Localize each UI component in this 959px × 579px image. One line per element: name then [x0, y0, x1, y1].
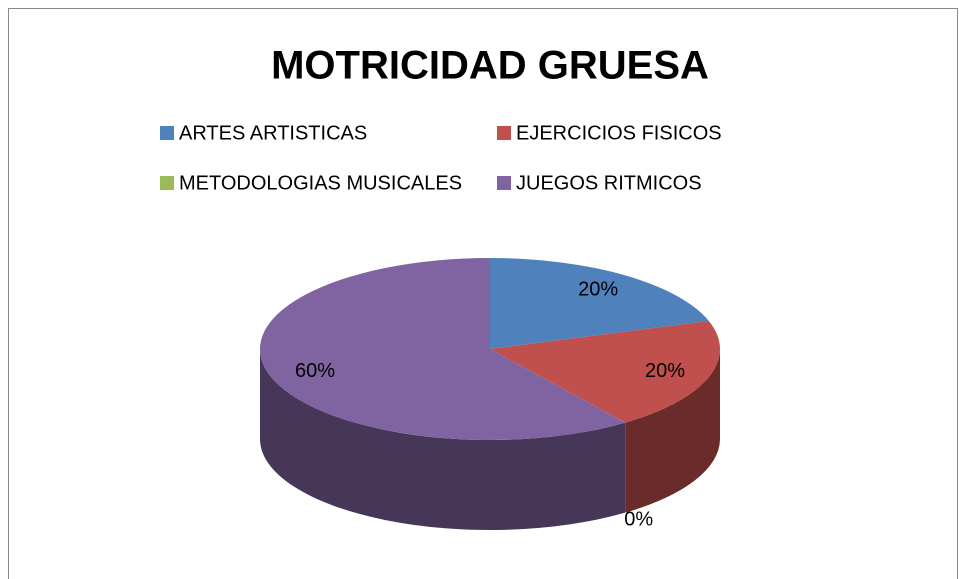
data-label: 20%	[578, 278, 618, 300]
data-label: 0%	[624, 508, 653, 530]
legend-swatch	[160, 126, 174, 140]
data-label: 20%	[645, 360, 685, 382]
chart-title: MOTRICIDAD GRUESA	[271, 44, 709, 88]
legend-label: ARTES ARTISTICAS	[179, 122, 367, 144]
pie-slice	[490, 258, 709, 349]
pie-slice	[490, 320, 720, 423]
pie-side	[260, 349, 626, 530]
pie-slice	[259, 258, 626, 441]
data-label: 60%	[295, 360, 335, 382]
legend-swatch	[497, 126, 511, 140]
pie-side	[625, 349, 720, 513]
legend-swatch	[160, 176, 174, 190]
legend-label: JUEGOS RITMICOS	[516, 172, 702, 194]
legend-label: METODOLOGIAS MUSICALES	[179, 172, 462, 194]
legend-swatch	[497, 176, 511, 190]
legend-label: EJERCICIOS FISICOS	[516, 122, 722, 144]
